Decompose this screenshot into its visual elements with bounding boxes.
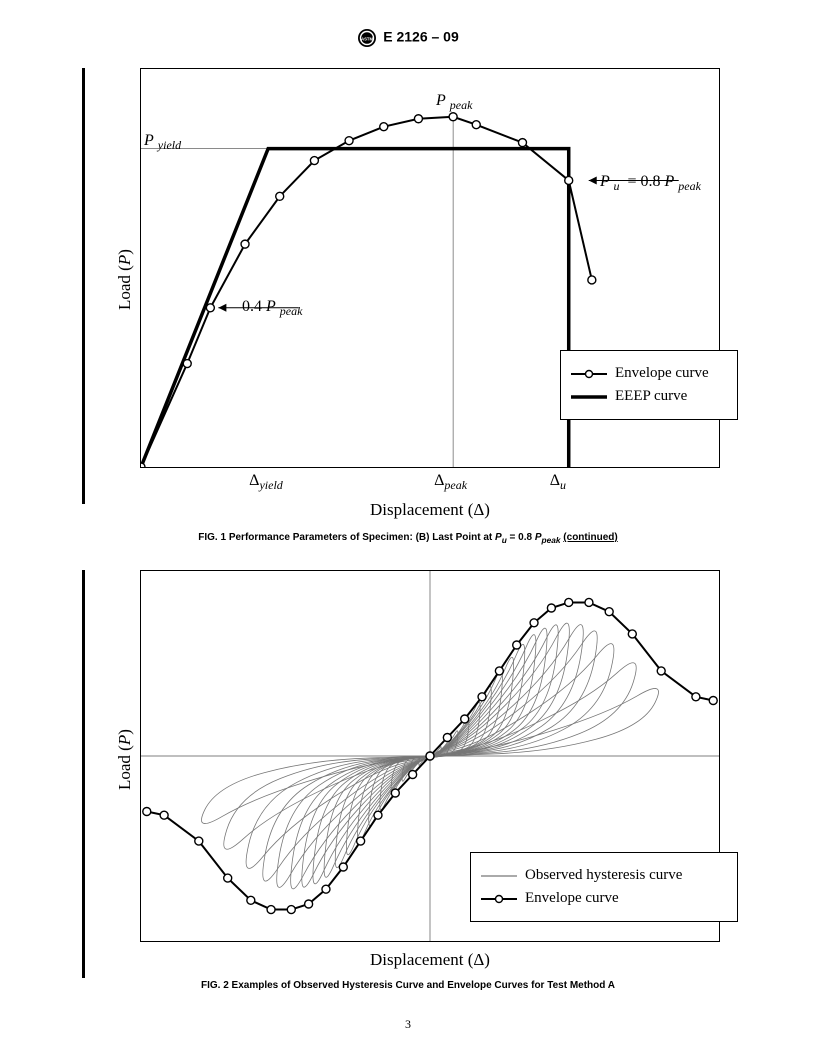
fig1-sidebar [82,68,85,504]
fig1-anno-pu: P u = 0.8 P peak [600,173,701,194]
page-number: 3 [0,1017,816,1032]
fig2-sidebar [82,570,85,978]
fig2-caption: FIG. 2 Examples of Observed Hysteresis C… [0,980,816,991]
legend-label: Observed hysteresis curve [525,867,682,884]
fig1-anno-pyield: P yield [144,132,181,153]
header-code: E 2126 – 09 [383,29,459,45]
fig1-legend: Envelope curve EEEP curve [560,350,738,420]
legend-label: Envelope curve [615,365,709,382]
fig1-anno-ppeak: P peak [436,92,472,113]
fig2-legend: Observed hysteresis curve Envelope curve [470,852,738,922]
fig1-tick-du: Δu [550,472,566,493]
legend-label: Envelope curve [525,890,619,907]
fig1-anno-p04: 0.4 P peak [242,298,302,319]
legend-item: Envelope curve [481,890,727,907]
fig1-tick-dpeak: Δpeak [434,472,467,493]
fig2-ylabel: Load (P) [115,729,135,790]
astm-logo-icon: ASTM [357,28,377,48]
legend-item: Observed hysteresis curve [481,867,727,884]
page-header: ASTM E 2126 – 09 [0,28,816,48]
legend-item: Envelope curve [571,365,727,382]
fig2-xlabel: Displacement (Δ) [370,950,490,970]
legend-label: EEEP curve [615,388,687,405]
page: ASTM E 2126 – 09 Load (P) Displacement (… [0,0,816,1056]
fig1-tick-dyield: Δyield [249,472,283,493]
fig1-xlabel: Displacement (Δ) [370,500,490,520]
fig1-caption: FIG. 1 Performance Parameters of Specime… [0,532,816,545]
svg-text:ASTM: ASTM [361,37,373,42]
legend-item: EEEP curve [571,388,727,405]
fig1-ylabel: Load (P) [115,249,135,310]
